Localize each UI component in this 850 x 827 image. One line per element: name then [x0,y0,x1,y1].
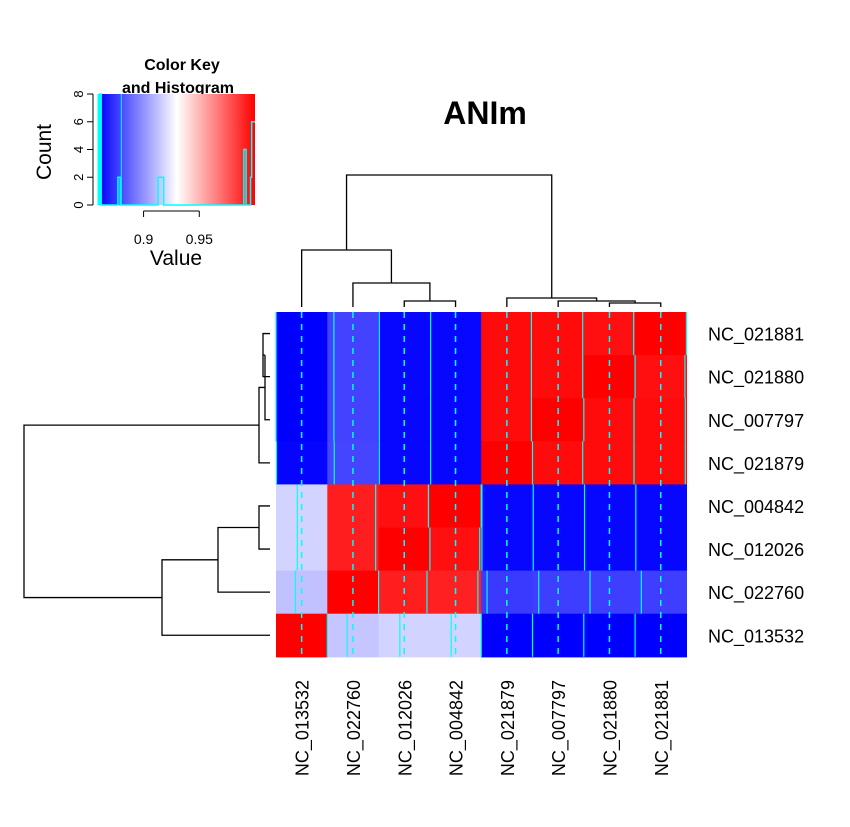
column-labels: NC_013532 NC_022760 NC_012026 NC_004842 NC_0… [293,680,673,776]
chart-title: ANIm [443,95,527,131]
heatmap-cell [429,527,482,572]
row-dendrogram-branch [23,424,259,599]
heatmap-cell [481,527,534,572]
row-label: NC_021879 [708,454,804,475]
column-dendrogram-branch [300,249,393,307]
heatmap-cell [327,527,380,572]
row-dendrogram-branch [258,505,270,550]
column-label: NC_021880 [600,680,621,776]
column-dendrogram-branch [506,297,598,307]
row-label: NC_004842 [708,497,804,518]
column-label: NC_021881 [652,680,673,776]
dendrograms [23,174,662,636]
color-key-histogram [99,93,255,206]
color-key-y-tick-label: 6 [71,118,86,125]
color-key-y-tick-label: 2 [71,174,86,181]
color-key-x-tick-label: 0.9 [134,231,154,247]
column-label: NC_022760 [344,680,365,776]
row-dendrogram-branch [264,355,270,421]
row-label: NC_021880 [708,368,804,389]
row-dendrogram-branch [217,526,270,593]
column-dendrogram-branch [352,282,431,307]
color-key-y-tick-label: 8 [71,90,86,97]
color-key-title-line1: Color Key [144,57,220,74]
column-label: NC_012026 [395,680,416,776]
heatmap-cell [276,527,328,572]
row-label: NC_013532 [708,626,804,647]
color-key-y-tick-label: 0 [71,201,86,208]
row-dendrogram-branch [161,559,270,636]
column-dendrogram-branch [403,300,457,307]
color-key-x-tick-label: 0.95 [186,231,213,247]
row-label: NC_012026 [708,540,804,561]
column-label: NC_007797 [549,680,570,776]
trace-lines [275,312,688,657]
row-label: NC_022760 [708,583,804,604]
heatmap-cell [378,527,431,572]
heatmap-cell [635,527,687,572]
column-dendrogram-branch [608,302,662,307]
column-label: NC_021879 [498,680,519,776]
heatmap-cells [276,312,687,658]
heatmap-cell [532,527,585,572]
color-key-title-line2: and Histogram [122,80,234,97]
color-key-ylabel: Count [33,124,56,180]
color-key-xlabel: Value [150,247,202,270]
heatmap-cell [583,527,636,572]
color-key-y-tick-label: 4 [71,146,86,153]
column-dendrogram-branch [557,300,636,307]
color-key: Color Key and Histogram Count Value 0 2 4 6… [33,57,255,270]
color-key-bar [99,94,255,205]
column-dendrogram-branch [345,174,553,298]
column-label: NC_013532 [293,680,314,776]
row-label: NC_021881 [708,325,804,346]
row-labels: NC_021881 NC_021880 NC_007797 NC_021879 NC_0… [708,325,804,648]
row-label: NC_007797 [708,411,804,432]
column-label: NC_004842 [447,680,468,776]
